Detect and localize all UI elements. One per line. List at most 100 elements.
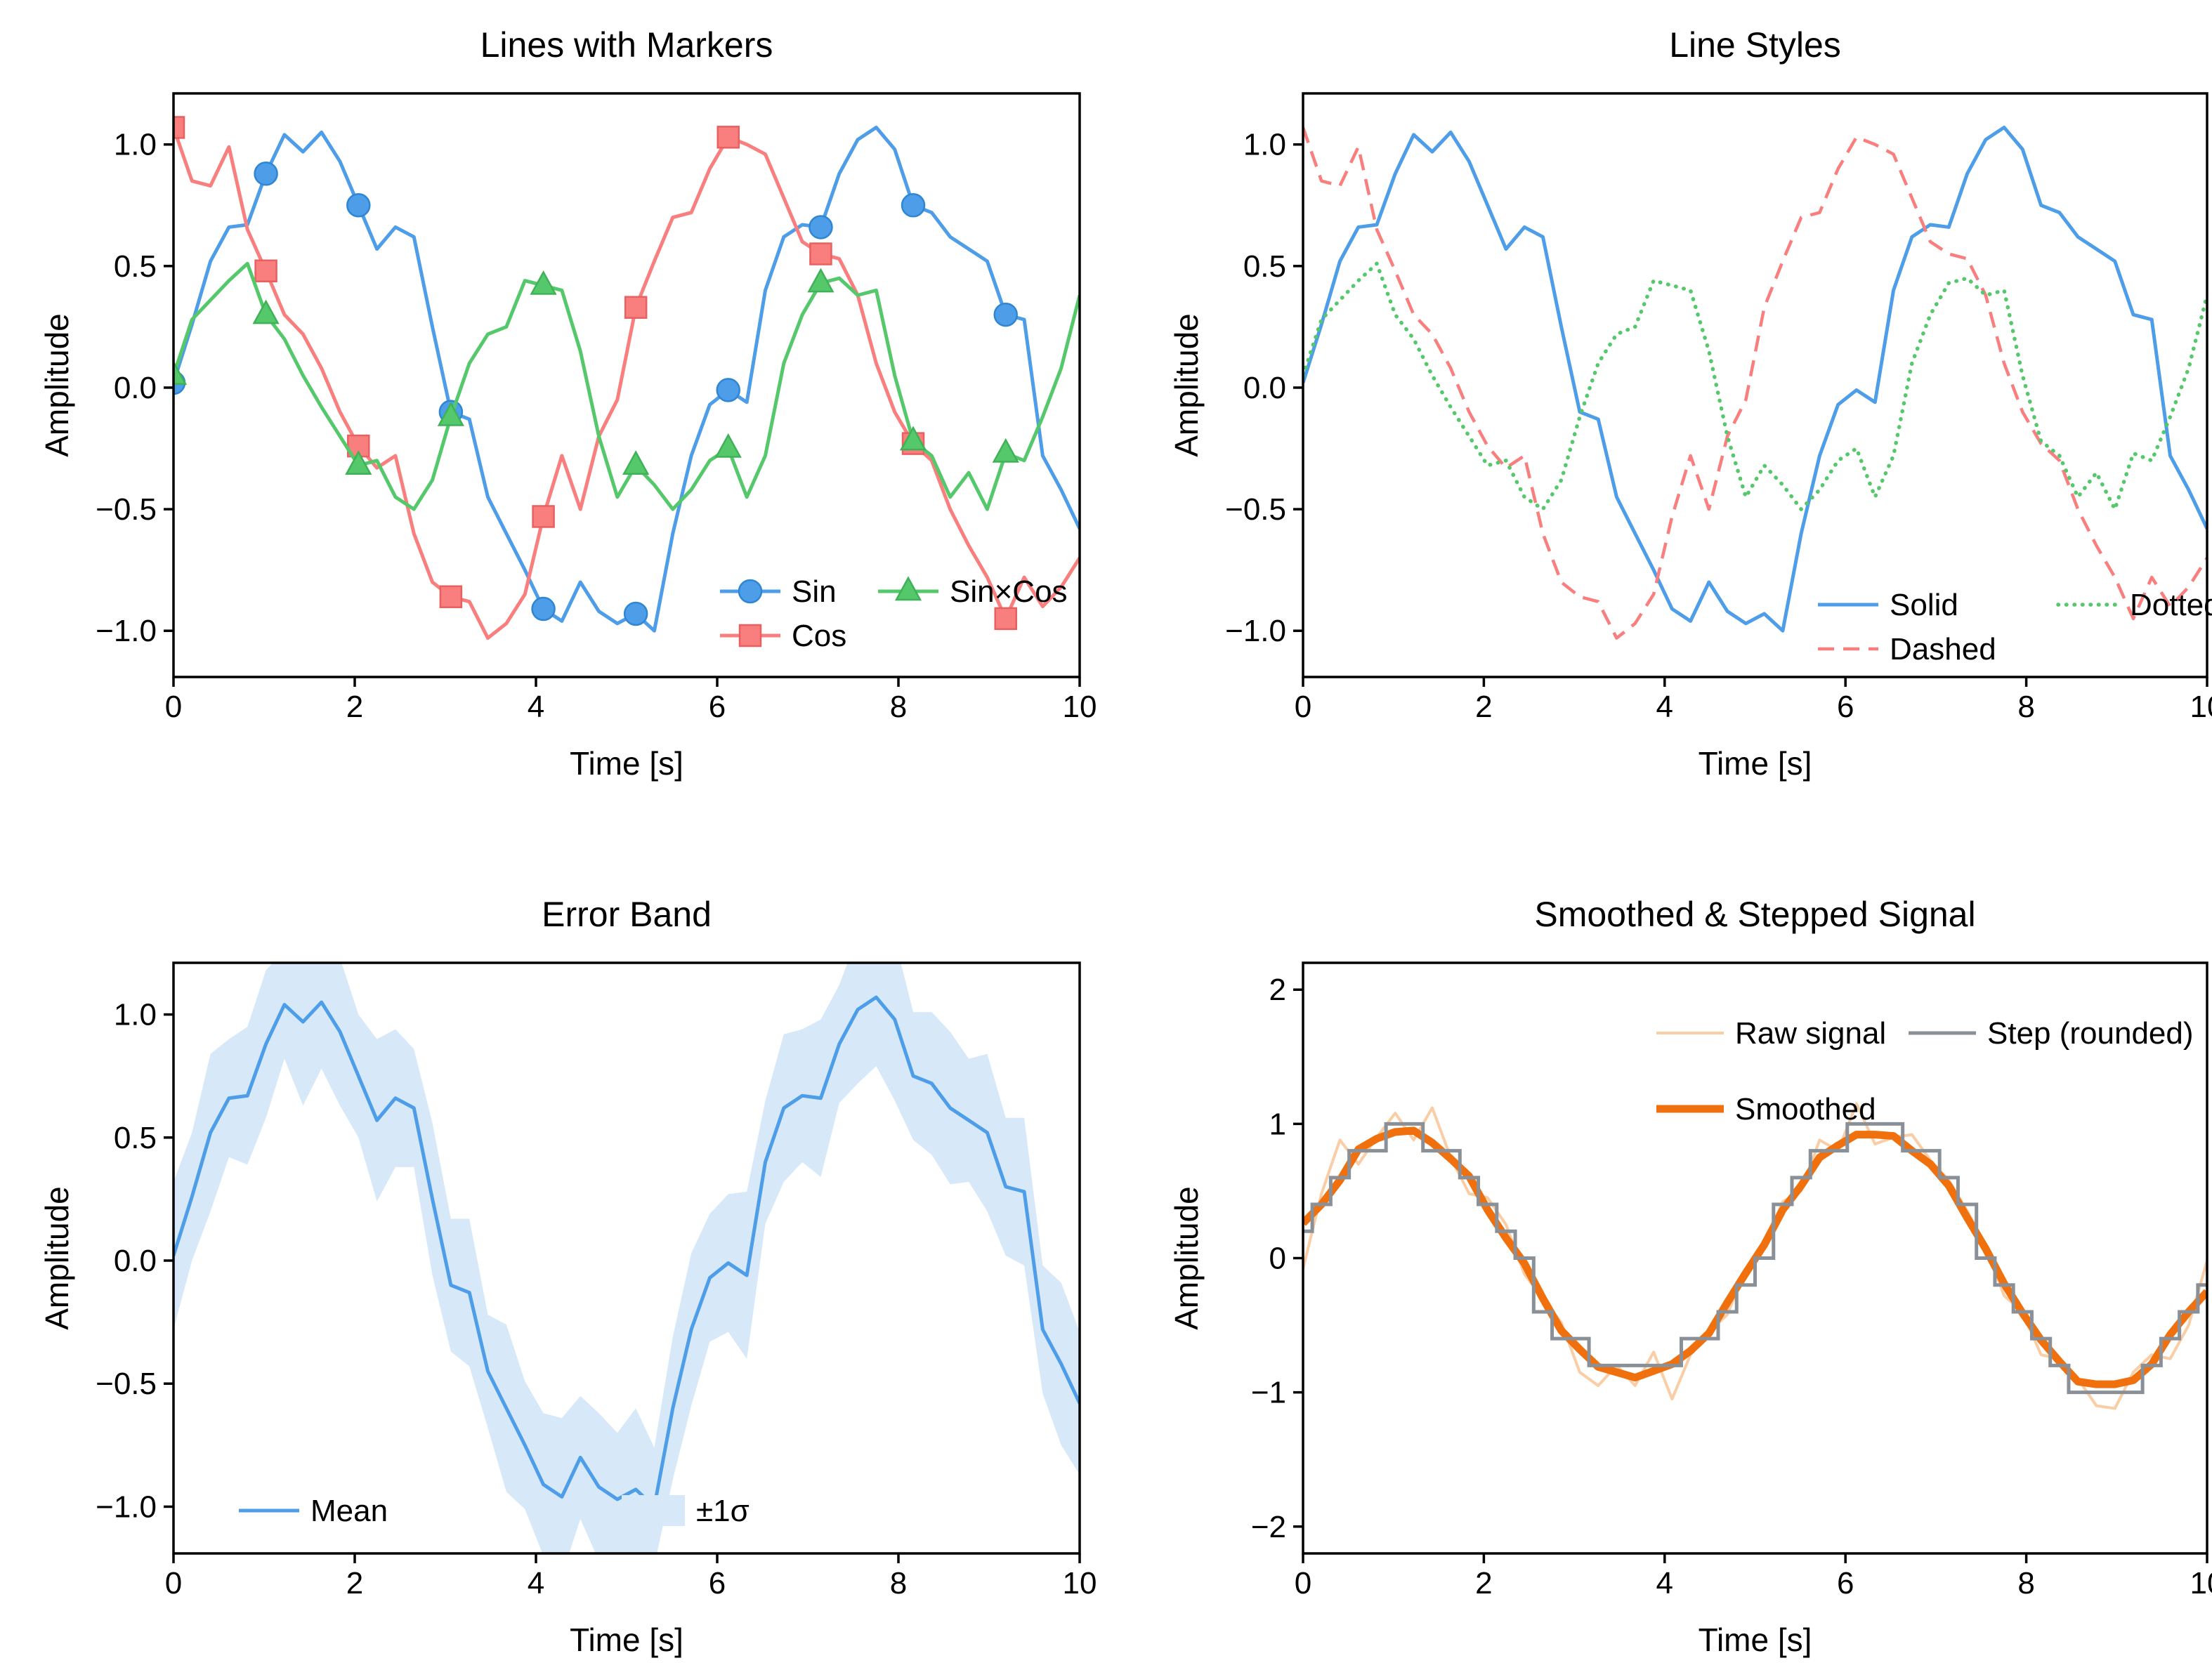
series-line-Mean <box>174 995 1080 1508</box>
marker-triangle <box>894 576 922 601</box>
y-tick-label: 0 <box>1269 1242 1286 1276</box>
y-axis-label: Amplitude <box>39 313 75 457</box>
y-tick-label: 0.5 <box>114 1121 157 1155</box>
x-tick-label: 8 <box>2017 690 2034 724</box>
x-tick-label: 8 <box>2017 1566 2034 1600</box>
axes-spines <box>1302 961 2208 1555</box>
x-axis-label: Time [s] <box>1699 745 1812 782</box>
y-axis-label: Amplitude <box>1168 313 1205 457</box>
legend-label: Solid <box>1890 588 1958 622</box>
x-tick-label: 6 <box>1837 1566 1854 1600</box>
y-tick-label: −1.0 <box>96 1490 157 1524</box>
marker-circle <box>531 596 556 622</box>
y-tick-label: 1.0 <box>114 128 157 162</box>
x-tick-label: 8 <box>890 690 907 724</box>
marker-triangle <box>345 450 372 475</box>
series-line-Cos <box>174 126 1080 640</box>
axes-spines <box>172 961 1081 1555</box>
marker-square <box>809 242 832 265</box>
series-markers-Sin×Cos <box>174 268 1019 475</box>
legend-label: Dashed <box>1890 632 1996 666</box>
chart-panel-line-styles: Line Styles Time [s] Amplitude 0 2 4 6 8 10 −1.0 −… <box>1134 11 2212 841</box>
marker-triangle <box>807 268 835 293</box>
legend-label: Smoothed <box>1735 1092 1876 1126</box>
chart-title: Line Styles <box>1669 25 1841 65</box>
marker-triangle <box>252 299 280 324</box>
x-tick-label: 10 <box>2190 1566 2212 1600</box>
y-tick-label: −2 <box>1251 1510 1286 1544</box>
marker-triangle <box>174 360 188 385</box>
chart-canvas-line-styles: Line Styles Time [s] Amplitude 0 2 4 6 8 10 −1.0 −… <box>1168 25 2212 782</box>
marker-triangle <box>437 401 464 426</box>
marker-square <box>624 296 648 319</box>
y-axis-label: Amplitude <box>1168 1186 1205 1330</box>
marker-square <box>439 585 463 608</box>
x-tick-label: 10 <box>2190 690 2212 724</box>
legend-label: ±1σ <box>696 1494 750 1528</box>
series-line-Dashed <box>1303 126 2207 640</box>
chart-panel-smoothed-stepped-signal: Smoothed & Stepped Signal Time [s] Amplitu… <box>1134 841 2212 1670</box>
series-line-Sin <box>174 125 1080 633</box>
series-line-Sin×Cos <box>174 261 1080 511</box>
legend-label: Cos <box>792 619 846 653</box>
y-tick-label: −1.0 <box>1225 614 1286 648</box>
series-markers-Cos <box>174 116 1017 631</box>
x-tick-label: 2 <box>1475 690 1492 724</box>
x-tick-label: 2 <box>346 1566 363 1600</box>
x-axis-label: Time [s] <box>570 1622 683 1658</box>
marker-square <box>254 259 277 283</box>
marker-square <box>994 607 1017 631</box>
x-tick-label: 2 <box>346 690 363 724</box>
x-tick-label: 4 <box>528 690 544 724</box>
y-tick-label: 0.5 <box>114 249 157 284</box>
series-band-±1σ <box>174 963 1080 1553</box>
x-tick-label: 8 <box>890 1566 907 1600</box>
marker-triangle <box>899 426 927 451</box>
x-tick-label: 4 <box>1656 690 1673 724</box>
chart-canvas-lines-with-markers: Lines with Markers Time [s] Amplitude 0 2 4 6 8… <box>39 25 1097 782</box>
legend-label: Raw signal <box>1735 1016 1886 1051</box>
legend-label: Sin <box>792 574 837 609</box>
legend-label: Step (rounded) <box>1987 1016 2194 1051</box>
y-tick-label: −0.5 <box>96 492 157 527</box>
legend-swatch-band <box>622 1495 685 1526</box>
chart-panel-error-band: Error Band Time [s] Amplitude 0 2 4 6 8 10 −1.0 −0… <box>28 841 1134 1670</box>
marker-square <box>532 505 555 528</box>
y-tick-label: 1 <box>1269 1107 1286 1141</box>
x-tick-label: 2 <box>1475 1566 1492 1600</box>
chart-title: Smoothed & Stepped Signal <box>1534 895 1975 934</box>
y-tick-label: 2 <box>1269 973 1286 1007</box>
y-tick-label: −1 <box>1251 1376 1286 1410</box>
x-tick-label: 6 <box>709 1566 726 1600</box>
x-tick-label: 6 <box>1837 690 1854 724</box>
x-tick-label: 0 <box>165 1566 182 1600</box>
marker-circle <box>254 162 278 186</box>
marker-circle <box>623 601 648 626</box>
y-tick-label: −1.0 <box>96 614 157 648</box>
marker-circle <box>993 302 1018 327</box>
marker-triangle <box>714 433 742 458</box>
x-tick-label: 4 <box>528 1566 544 1600</box>
x-tick-label: 10 <box>1063 690 1097 724</box>
marker-square <box>738 624 762 647</box>
y-tick-label: 0.5 <box>1243 249 1286 284</box>
marker-circle <box>716 378 740 402</box>
marker-square <box>716 126 740 149</box>
legend-label: Dotted <box>2130 588 2212 622</box>
y-tick-label: 0.0 <box>114 1244 157 1278</box>
y-tick-label: 0.0 <box>1243 371 1286 405</box>
marker-triangle <box>622 450 650 475</box>
marker-circle <box>809 215 833 239</box>
y-tick-label: 1.0 <box>1243 128 1286 162</box>
marker-triangle <box>992 438 1019 463</box>
y-tick-label: −0.5 <box>96 1367 157 1401</box>
y-tick-label: −0.5 <box>1225 492 1286 527</box>
marker-circle <box>346 193 371 218</box>
legend-label: Mean <box>310 1494 388 1528</box>
marker-square <box>174 116 185 139</box>
series-line-Step (rounded) <box>1303 1122 2207 1395</box>
x-tick-label: 0 <box>1295 690 1311 724</box>
chart-canvas-error-band: Error Band Time [s] Amplitude 0 2 4 6 8 10 −1.0 −0… <box>39 895 1097 1658</box>
x-tick-label: 0 <box>165 690 182 724</box>
x-tick-label: 0 <box>1295 1566 1311 1600</box>
